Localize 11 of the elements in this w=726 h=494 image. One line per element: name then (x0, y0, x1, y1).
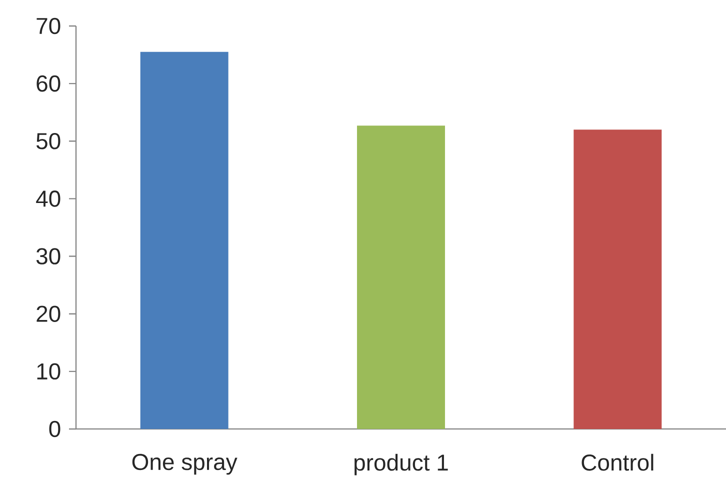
x-tick-label: One spray (132, 454, 238, 475)
y-tick-label: 10 (37, 363, 60, 380)
y-tick-label: 40 (36, 190, 60, 207)
y-tick-label: 30 (36, 248, 60, 264)
y-tick-label: 60 (36, 75, 60, 92)
x-tick-label: Control (582, 454, 654, 471)
y-tick-label: 70 (36, 18, 60, 34)
y-tick-label: 20 (36, 306, 60, 322)
y-tick-label: 0 (49, 420, 60, 438)
x-tick-label: product 1 (354, 454, 448, 476)
y-tick-label: 50 (36, 132, 60, 150)
